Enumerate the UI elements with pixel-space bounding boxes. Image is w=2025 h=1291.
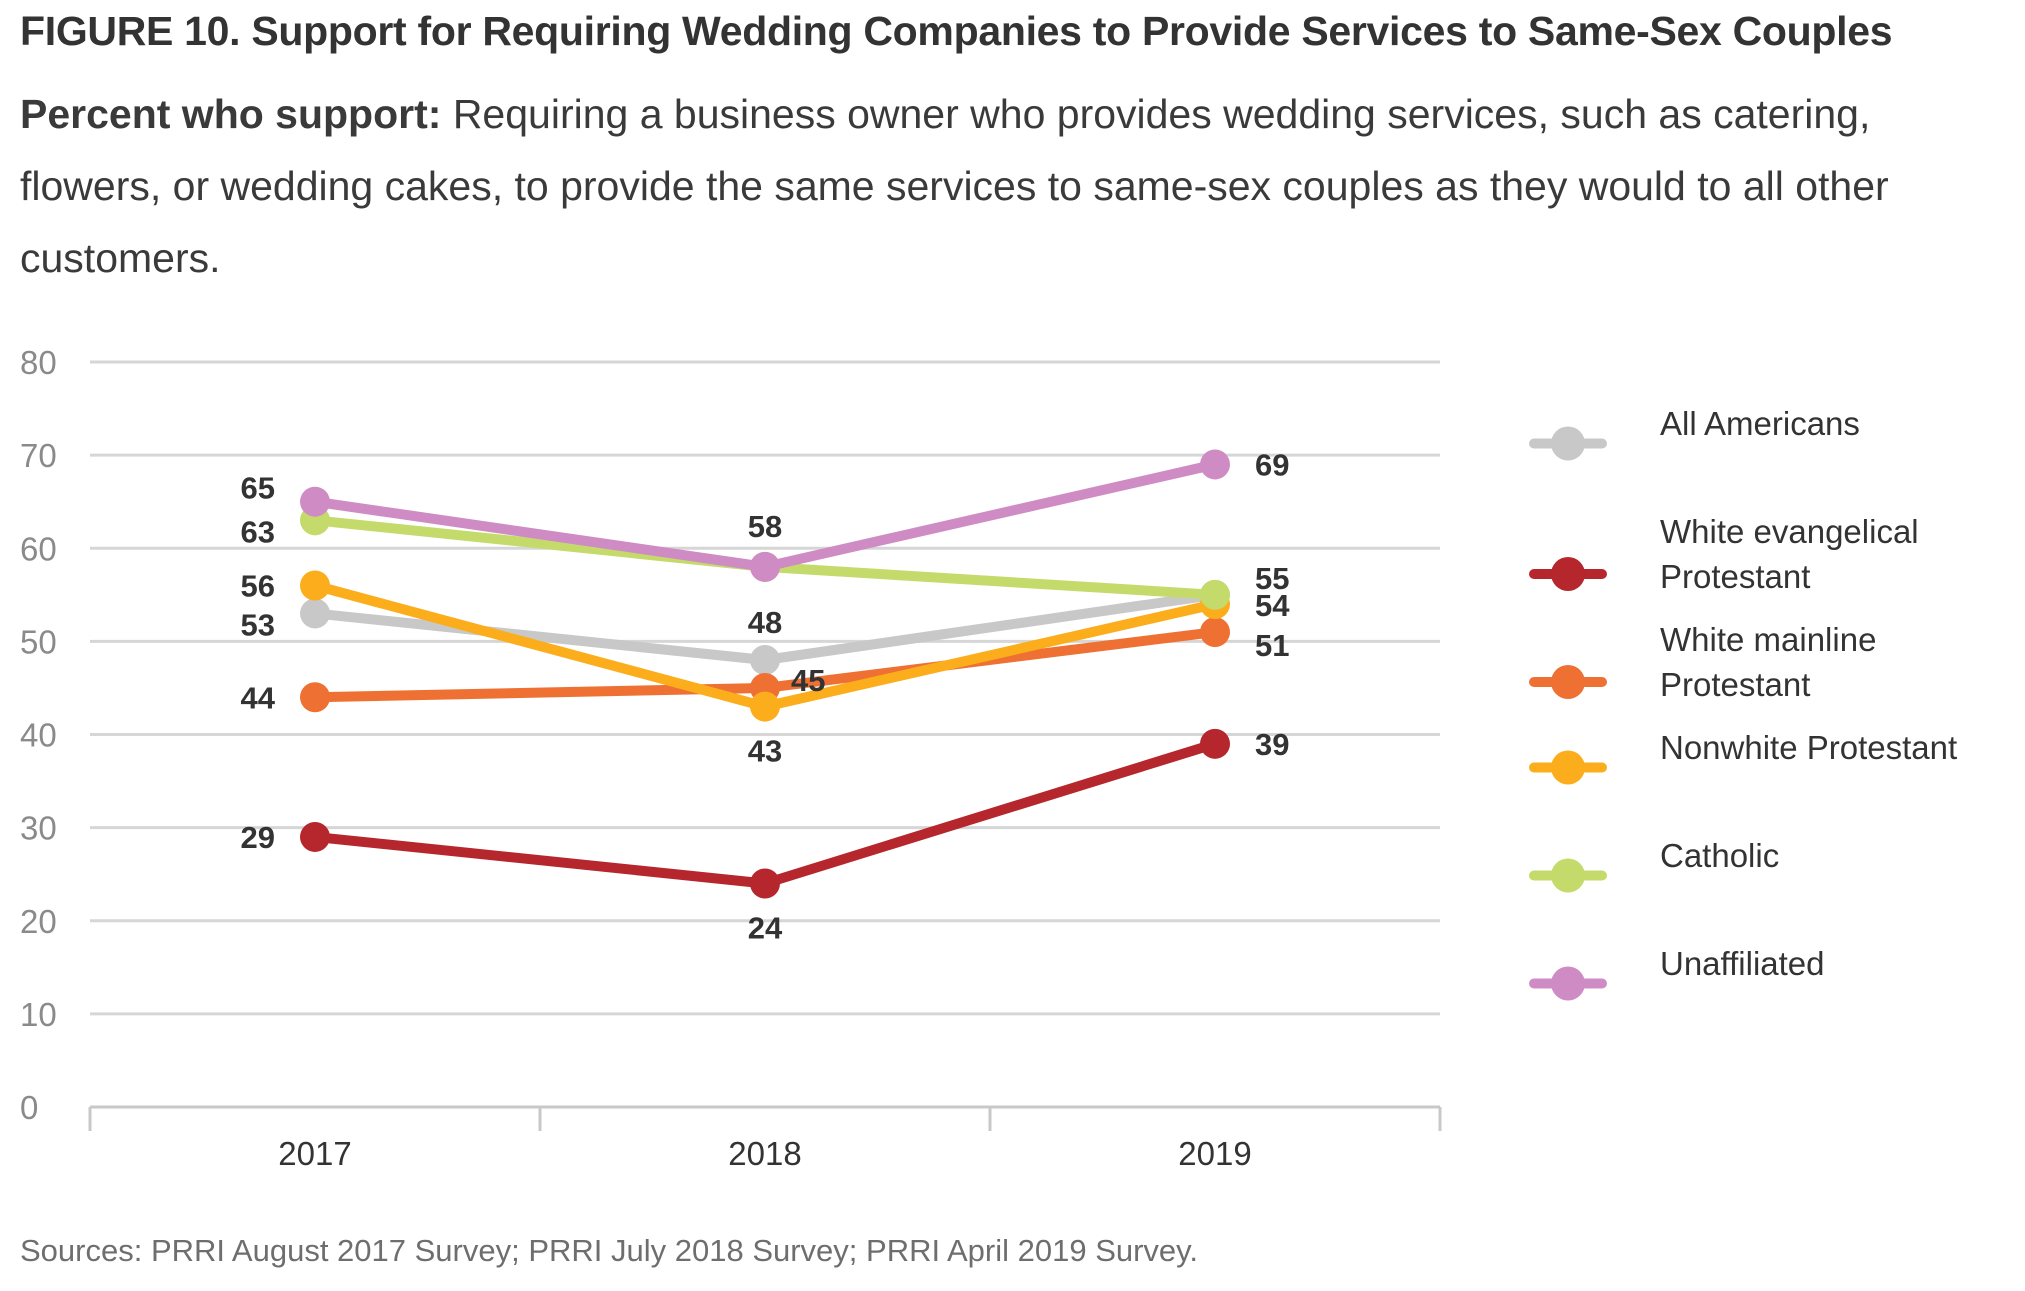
legend-label-line: Protestant [1660, 558, 1810, 595]
legend-label-line: Unaffiliated [1660, 945, 1825, 982]
y-tick-label-10: 10 [20, 996, 57, 1033]
y-tick-label-0: 0 [20, 1089, 38, 1126]
point-unaffiliated-2018 [750, 551, 780, 582]
legend-label-catholic: Catholic [1660, 837, 1779, 874]
data-label-nonwhite-protestant-2017: 56 [241, 569, 275, 604]
point-all-americans-2018 [750, 645, 780, 675]
data-label-all-americans-2019: 55 [1255, 561, 1289, 596]
legend-label-line: Nonwhite Protestant [1660, 729, 1957, 766]
point-nonwhite-protestant-2017 [300, 570, 330, 601]
chart-subtitle: Percent who support: Requiring a busines… [20, 78, 1980, 294]
legend-label-white-evangelical-protestant: White evangelical Protestant [1660, 513, 1919, 595]
legend-swatch-marker-all-americans [1551, 426, 1585, 461]
series-white-evangelical-protestant [300, 728, 1230, 899]
x-tick-label-2019: 2019 [1178, 1135, 1251, 1172]
legend-item-all-americans: All Americans [1529, 405, 1860, 461]
data-label-nonwhite-protestant-2019: 54 [1255, 588, 1290, 623]
y-axis: 0 10 20 30 40 50 60 70 80 [20, 344, 57, 1126]
y-tick-label-20: 20 [20, 903, 57, 940]
x-tick-label-2018: 2018 [728, 1135, 801, 1172]
legend-label-all-americans: All Americans [1660, 405, 1860, 442]
point-unaffiliated-2019 [1200, 449, 1230, 480]
legend-label-unaffiliated: Unaffiliated [1660, 945, 1825, 982]
data-label-nonwhite-protestant-2018: 43 [748, 734, 782, 769]
point-white-mainline-protestant-2019 [1200, 617, 1230, 648]
series-lines [300, 449, 1230, 899]
series-white-mainline-protestant [300, 617, 1230, 713]
point-unaffiliated-2017 [300, 486, 330, 517]
legend-label-line: White evangelical [1660, 513, 1919, 550]
x-axis: 2017 2018 2019 [88, 1105, 1442, 1172]
point-white-evangelical-protestant-2019 [1200, 728, 1230, 759]
y-tick-label-40: 40 [20, 717, 57, 754]
point-white-evangelical-protestant-2018 [750, 868, 780, 899]
legend-label-line: Protestant [1660, 666, 1810, 703]
point-white-evangelical-protestant-2017 [300, 821, 330, 852]
legend-swatch-marker-nonwhite-protestant [1551, 750, 1585, 785]
legend-swatch-marker-catholic [1551, 858, 1585, 893]
legend-label-line: Catholic [1660, 837, 1779, 874]
legend-label-line: All Americans [1660, 405, 1860, 442]
data-label-white-evangelical-protestant-2019: 39 [1255, 727, 1289, 762]
point-white-mainline-protestant-2017 [300, 682, 330, 713]
source-note: Sources: PRRI August 2017 Survey; PRRI J… [20, 1233, 1198, 1268]
chart-title: FIGURE 10. Support for Requiring Wedding… [20, 8, 1893, 54]
legend: All Americans White evangelical Protestant… [1529, 405, 1957, 1001]
line-chart: 0 10 20 30 40 50 60 70 80 2017 2018 2019 53 48 55 29 2… [20, 344, 1957, 1172]
data-label-white-evangelical-protestant-2017: 29 [241, 820, 275, 855]
data-label-white-mainline-protestant-2017: 44 [241, 680, 276, 715]
series-unaffiliated [300, 449, 1230, 582]
legend-item-white-mainline-protestant: White mainline Protestant [1529, 621, 1876, 703]
point-nonwhite-protestant-2018 [750, 691, 780, 722]
point-catholic-2019 [1200, 579, 1230, 610]
subtitle-lead: Percent who support: [20, 91, 442, 137]
data-label-unaffiliated-2019: 69 [1255, 447, 1289, 482]
legend-label-line: White mainline [1660, 621, 1876, 658]
data-label-all-americans-2018: 48 [748, 605, 782, 640]
data-label-catholic-2017: 63 [241, 514, 275, 549]
y-tick-label-50: 50 [20, 623, 57, 660]
subtitle-text: Requiring a business owner who provides … [20, 91, 1889, 281]
legend-label-white-mainline-protestant: White mainline Protestant [1660, 621, 1876, 703]
y-tick-label-30: 30 [20, 810, 57, 847]
legend-item-unaffiliated: Unaffiliated [1529, 945, 1825, 1001]
data-label-white-evangelical-protestant-2018: 24 [748, 911, 783, 946]
data-label-all-americans-2017: 53 [241, 607, 275, 642]
legend-swatch-marker-white-evangelical-protestant [1551, 557, 1585, 591]
legend-item-white-evangelical-protestant: White evangelical Protestant [1529, 513, 1919, 595]
legend-item-nonwhite-protestant: Nonwhite Protestant [1529, 729, 1957, 785]
y-tick-label-70: 70 [20, 437, 57, 474]
legend-item-catholic: Catholic [1529, 837, 1779, 893]
legend-swatch-marker-unaffiliated [1551, 966, 1585, 1001]
x-tick-label-2017: 2017 [278, 1135, 351, 1172]
legend-swatch-marker-white-mainline-protestant [1551, 665, 1585, 699]
data-label-white-mainline-protestant-2019: 51 [1255, 628, 1289, 663]
point-all-americans-2017 [300, 598, 330, 629]
data-label-unaffiliated-2018: 58 [748, 509, 782, 544]
data-label-white-mainline-protestant-2018: 45 [791, 663, 825, 698]
data-label-unaffiliated-2017: 65 [241, 471, 275, 506]
y-tick-label-80: 80 [20, 344, 57, 381]
y-tick-label-60: 60 [20, 530, 57, 567]
data-labels: 53 48 55 29 24 39 44 45 51 56 43 54 63 65 58 69 [241, 447, 1291, 945]
legend-label-nonwhite-protestant: Nonwhite Protestant [1660, 729, 1957, 766]
